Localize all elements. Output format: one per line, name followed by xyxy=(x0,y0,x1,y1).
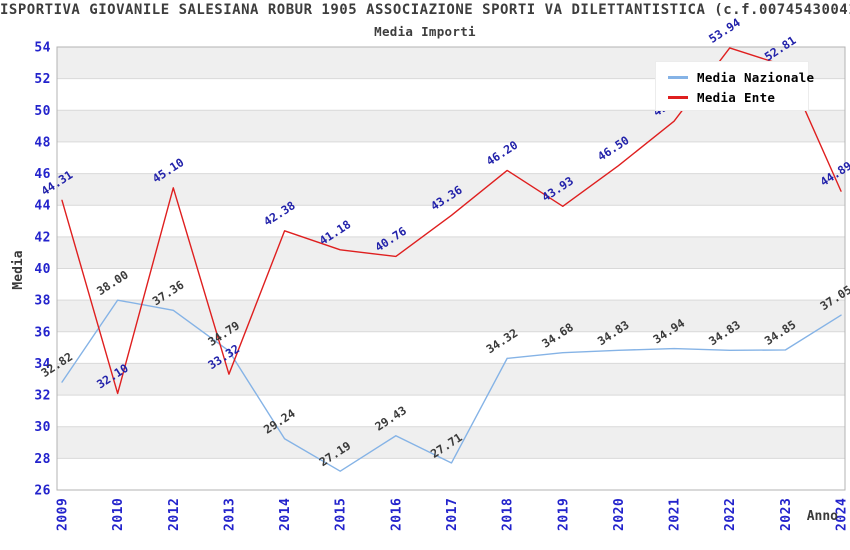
x-tick-label: 2009 xyxy=(56,498,71,531)
grid-band xyxy=(57,110,845,142)
y-tick-label: 42 xyxy=(34,230,51,245)
y-tick-label: 32 xyxy=(34,389,51,404)
y-axis-title: Media xyxy=(11,250,26,290)
grid-band xyxy=(57,141,845,174)
x-tick-label: 2020 xyxy=(612,498,627,531)
y-tick-label: 46 xyxy=(34,167,51,182)
data-point-label: 53.94 xyxy=(706,15,743,46)
legend-label-media-nazionale: Media Nazionale xyxy=(697,69,815,85)
x-tick-label: 2019 xyxy=(556,498,571,531)
y-tick-label: 54 xyxy=(34,41,51,56)
plot-border xyxy=(56,46,846,491)
y-tick-label: 36 xyxy=(34,325,51,340)
x-tick-label: 2016 xyxy=(389,498,404,531)
grid-band xyxy=(57,173,845,206)
grid-band xyxy=(57,363,845,396)
grid-band xyxy=(57,268,845,301)
grid-band xyxy=(57,458,845,490)
x-tick-label: 2014 xyxy=(278,498,293,531)
chart-subtitle: Media Importi xyxy=(374,24,476,39)
x-tick-label: 2021 xyxy=(668,498,683,531)
y-tick-label: 50 xyxy=(34,104,51,119)
legend: Media Nazionale Media Ente xyxy=(655,61,814,111)
y-tick-label: 26 xyxy=(34,484,51,499)
x-tick-label: 2013 xyxy=(222,498,237,531)
y-tick-label: 28 xyxy=(34,452,51,467)
legend-swatch-media-nazionale xyxy=(668,75,688,79)
grid-band xyxy=(57,426,845,459)
series-line-media-nazionale xyxy=(61,299,842,472)
y-tick-label: 44 xyxy=(34,199,51,214)
y-tick-label: 34 xyxy=(34,357,51,372)
grid-band xyxy=(57,236,845,269)
x-axis-title: Anno xyxy=(806,509,838,524)
y-tick-label: 38 xyxy=(34,294,51,309)
grid-band xyxy=(57,331,845,364)
y-tick-label: 52 xyxy=(34,72,51,87)
grid-band xyxy=(57,395,845,427)
legend-swatch-media-ente xyxy=(668,95,688,99)
y-tick-label: 30 xyxy=(34,420,51,435)
y-tick-label: 40 xyxy=(34,262,51,277)
x-tick-label: 2024 xyxy=(835,498,850,531)
x-tick-label: 2010 xyxy=(111,498,126,531)
x-tick-label: 2018 xyxy=(501,498,516,531)
grid-band xyxy=(57,300,845,332)
legend-item-media-ente: Media Ente xyxy=(656,87,808,107)
grid-band xyxy=(57,205,845,237)
x-tick-label: 2022 xyxy=(723,498,738,531)
x-tick-label: 2023 xyxy=(779,498,794,531)
x-tick-label: 2012 xyxy=(167,498,182,531)
legend-label-media-ente: Media Ente xyxy=(697,89,776,105)
x-tick-label: 2015 xyxy=(334,498,349,531)
legend-item-media-nazionale: Media Nazionale xyxy=(656,67,814,87)
page-title: ISPORTIVA GIOVANILE SALESIANA ROBUR 1905… xyxy=(0,2,850,18)
x-tick-label: 2017 xyxy=(445,498,460,531)
y-tick-label: 48 xyxy=(34,135,51,150)
